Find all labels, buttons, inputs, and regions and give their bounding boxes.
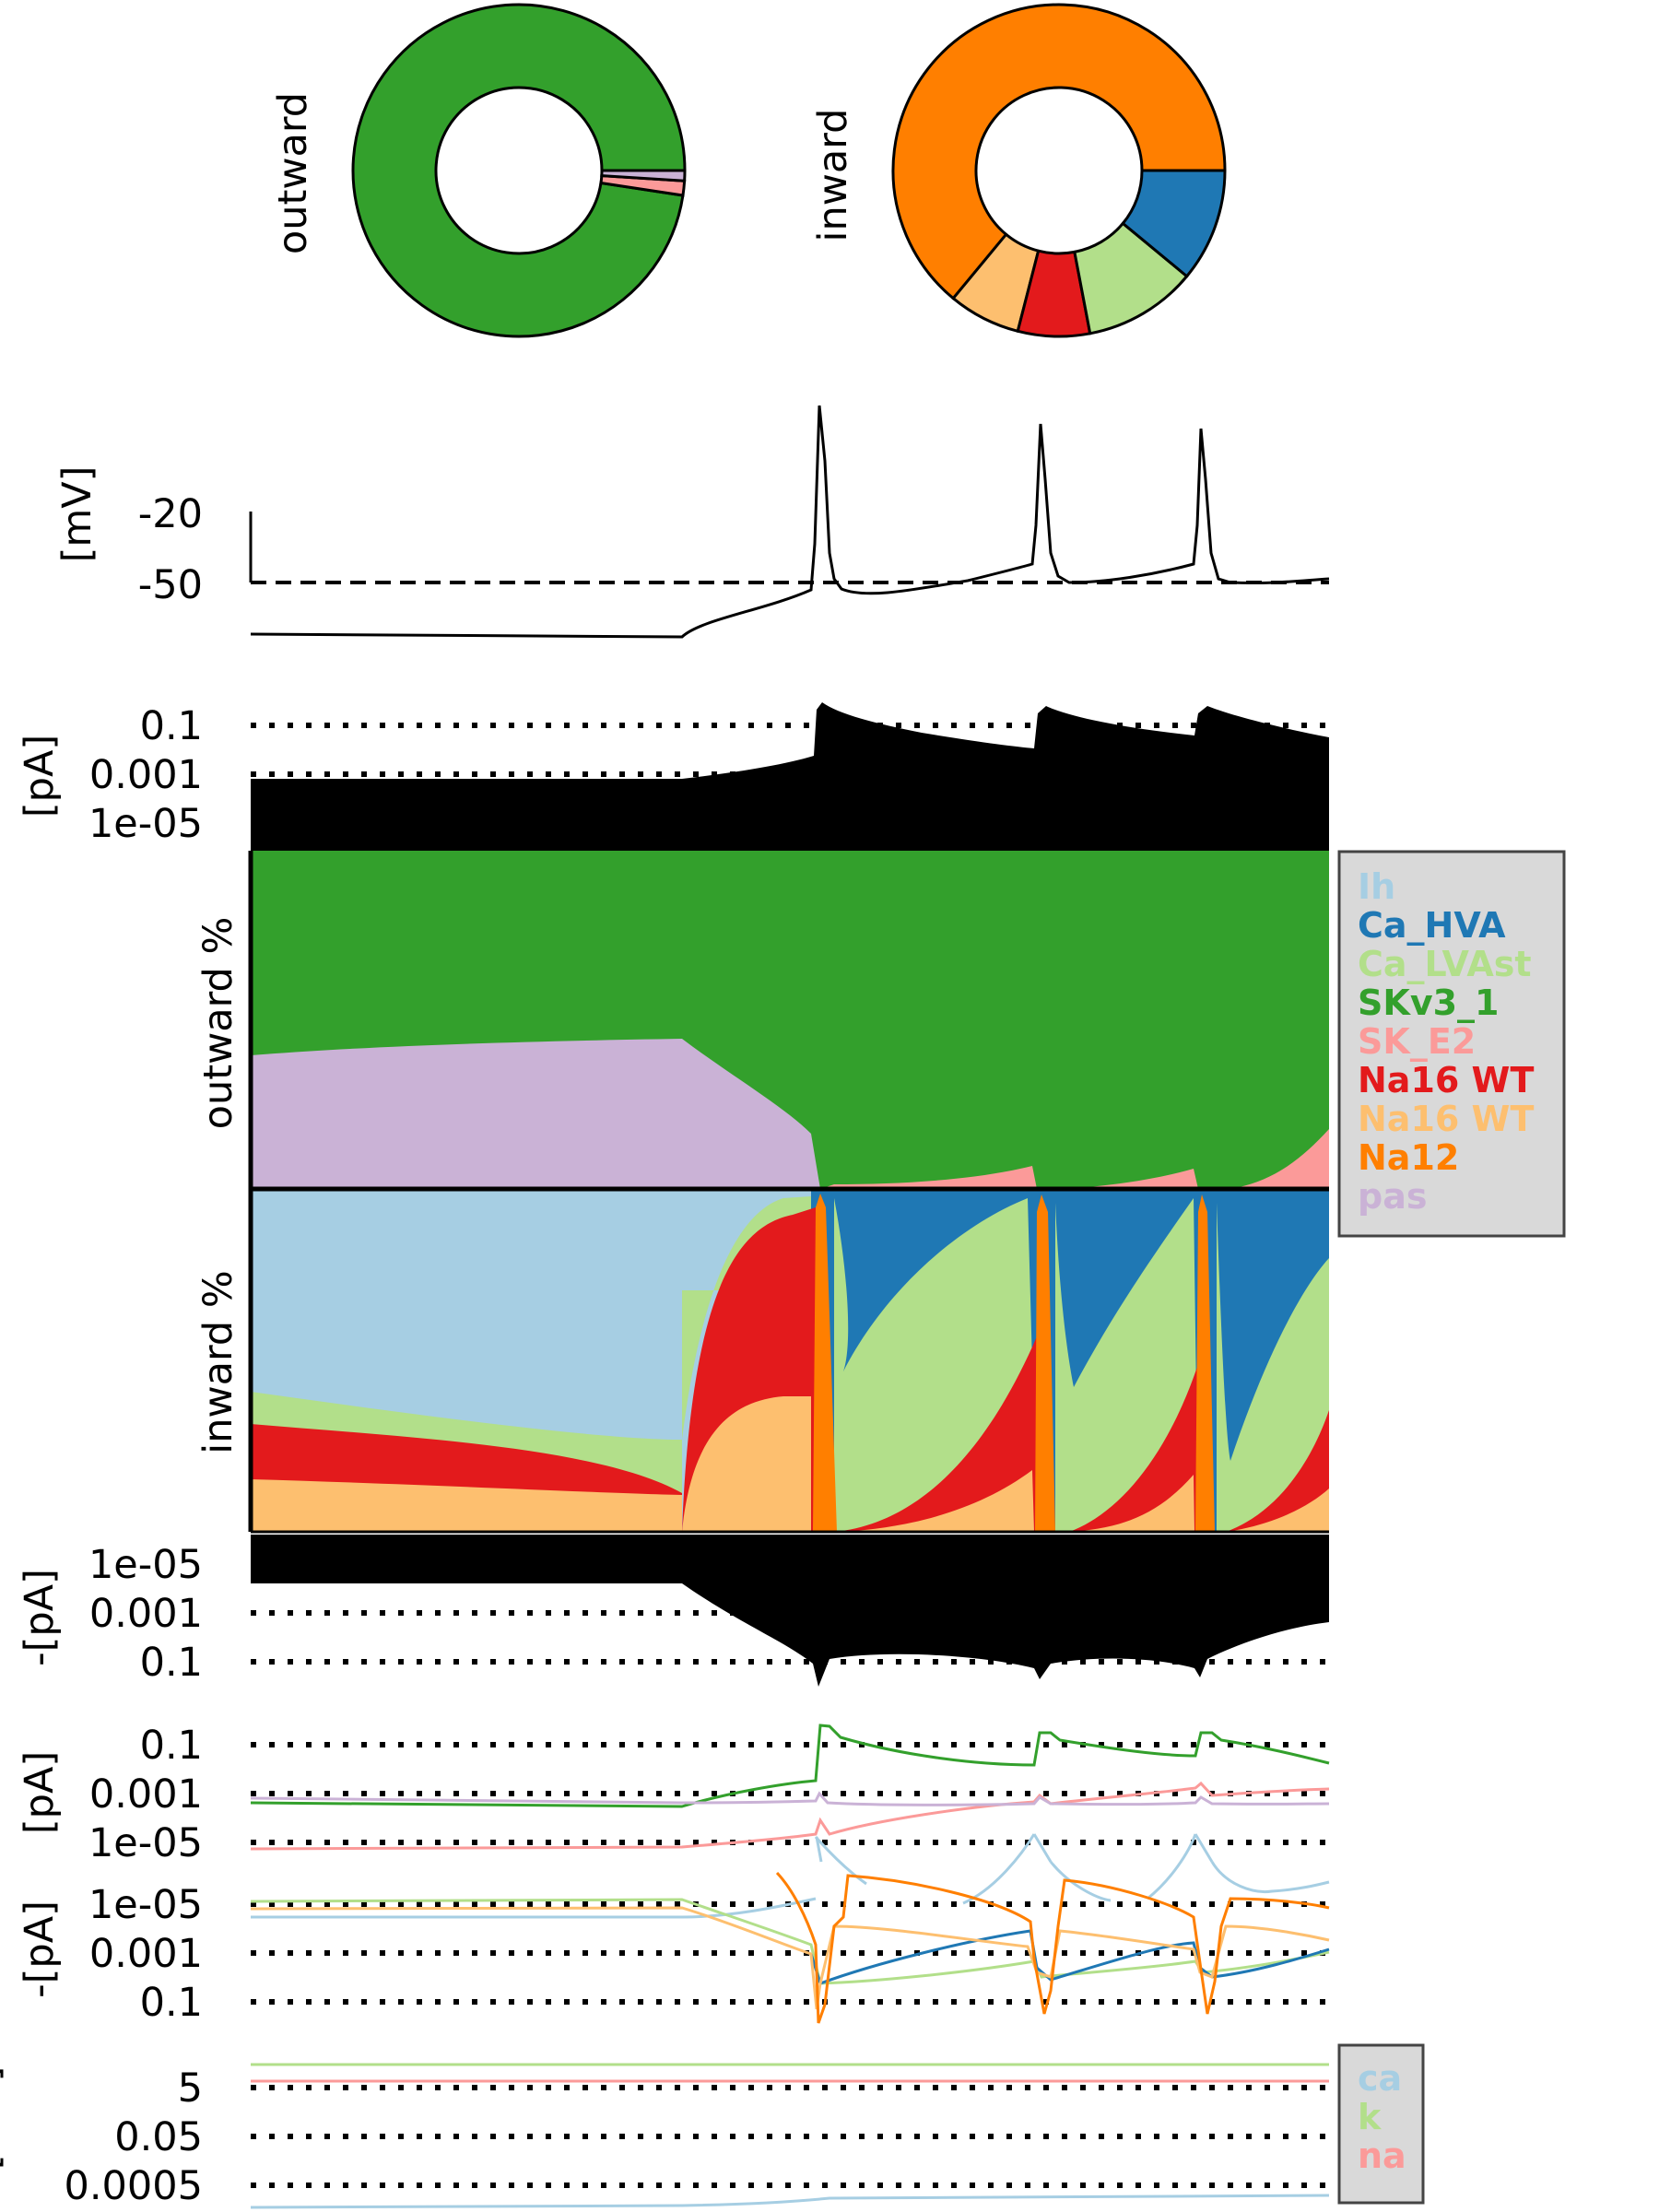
voltage-trace [250,405,1330,639]
inward-total-ytick-label: 0.1 [140,1640,203,1686]
inward-current-trace-na16 [250,1906,1330,2010]
inward-donut-chart [891,3,1227,338]
concentration-ytick-label: 5 [178,2065,203,2112]
outward-percent-ylabel: outward % [195,917,241,1130]
outward-percent-pas-area [251,1039,820,1189]
inward-current-trace-na12 [775,1871,1330,2024]
voltage-ytick-label: -50 [138,562,203,608]
inward-donut-label: inward [810,109,856,242]
inward-percent-na16-red-area [251,1207,1329,1532]
legend-label-skv3-1: SKv3_1 [1358,982,1499,1023]
outward-percent-panel: outward % [195,851,1329,1189]
total-outward-panel: [pA] 0.1 0.001 1e-05 [17,702,1329,851]
outward-total-ytick-label: 1e-05 [88,801,203,847]
inward-current-trace-calva [250,1898,1330,1985]
inward-current-trace-ih [251,1833,1330,1919]
concentration-ytick-label: 0.0005 [65,2163,203,2209]
outward-percent-skE2-area [820,1129,1329,1189]
legend-label-ih: Ih [1358,866,1395,907]
inward-currents-ytick-label: 0.1 [140,1980,203,2026]
voltage-ytick-label: -20 [138,491,203,537]
outward-currents-panel: [pA] 0.1 0.001 1e-05 [17,1723,1330,1866]
outward-currents-ytick-label: 0.001 [89,1771,203,1818]
donut-slice-pas [600,169,687,182]
legend-label-na16-wt: Na16 WT [1358,1099,1534,1139]
outward-current-trace-ih [815,1833,1214,1863]
inward-percent-ylabel: inward % [195,1270,241,1453]
outward-total-ylabel: [pA] [17,735,63,818]
outward-current-trace-skv3 [250,1724,1330,1808]
legend-label-ca: ca [1358,2058,1402,2099]
inward-total-area [251,1535,1329,1687]
outward-donut-label: outward [270,92,316,254]
legend-label-sk-e2: SK_E2 [1358,1021,1476,1062]
donut-slice-ca-hva [1121,169,1227,278]
concentration-ytick-label: 0.05 [114,2114,203,2160]
donut-slice-na12 [891,3,1227,300]
outward-current-trace-pas [250,1791,1330,1806]
legend-label-k: k [1358,2097,1382,2137]
outward-total-area [251,702,1329,851]
inward-currents-ytick-label: 1e-05 [88,1882,203,1928]
outward-total-ytick-label: 0.001 [89,752,203,798]
concentration-ylabel: [mM] [0,2066,8,2171]
voltage-ylabel: [mV] [54,466,100,563]
total-inward-panel: -[pA] 1e-05 0.001 0.1 [17,1535,1329,1687]
outward-currents-ytick-label: 1e-05 [88,1820,203,1866]
legend-label-pas: pas [1358,1176,1427,1217]
legend-label-ca-lvast: Ca_LVAst [1358,944,1532,984]
inward-current-trace-cahva [809,1929,1330,1985]
outward-currents-ylabel: [pA] [17,1751,63,1834]
outward-currents-ytick-label: 0.1 [140,1723,203,1769]
voltage-panel: [mV] -20 -50 [54,405,1330,639]
outward-total-ytick-label: 0.1 [140,703,203,749]
outward-current-trace-skE2 [250,1781,1330,1851]
legend-label-ca-hva: Ca_HVA [1358,905,1506,946]
legend-label-na12: Na12 [1358,1137,1459,1178]
inward-total-ylabel: -[pA] [17,1569,63,1666]
donut-slice-skv3-1 [351,3,687,338]
concentration-trace-ca [250,2194,1330,2209]
inward-currents-ytick-label: 0.001 [89,1931,203,1977]
inward-currents-ylabel: -[pA] [17,1900,63,1998]
inward-percent-panel: inward % [195,851,1329,1534]
inward-currents-panel: -[pA] 1e-05 0.001 0.1 [17,1833,1330,2026]
legend-label-na: na [1358,2136,1406,2176]
currents-legend-box [1337,850,1566,1238]
outward-donut-chart [351,3,687,338]
inward-percent-na16-orange-area [251,1396,1329,1532]
inward-percent-calva-area [251,1196,1329,1532]
legend-label-na16-wt: Na16 WT [1358,1060,1534,1100]
ions-legend-box [1337,2043,1425,2205]
inward-total-ytick-label: 0.001 [89,1591,203,1637]
inward-total-ytick-label: 1e-05 [88,1542,203,1588]
